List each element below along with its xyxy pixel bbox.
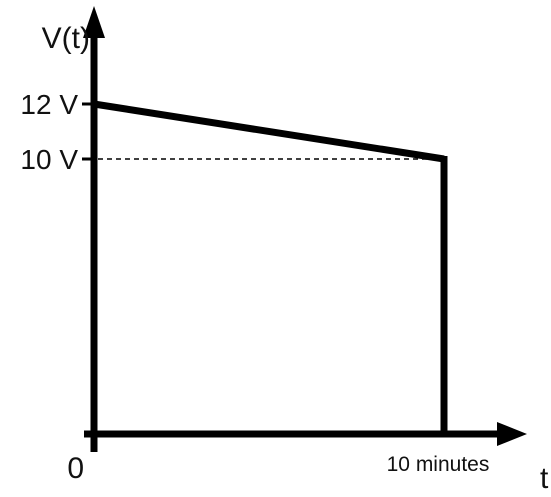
y-tick-label-10v: 10 V xyxy=(20,144,78,175)
x-tick-label-10-minutes: 10 minutes xyxy=(387,453,490,476)
y-axis-arrowhead-icon xyxy=(83,6,105,38)
series-line-voltage xyxy=(93,100,445,163)
y-axis-label: V(t) xyxy=(42,22,90,55)
origin-label: 0 xyxy=(67,452,84,485)
x-axis-arrowhead-icon xyxy=(497,422,527,446)
y-tick-label-12v: 12 V xyxy=(20,89,78,120)
x-axis-label: t xyxy=(540,462,549,495)
